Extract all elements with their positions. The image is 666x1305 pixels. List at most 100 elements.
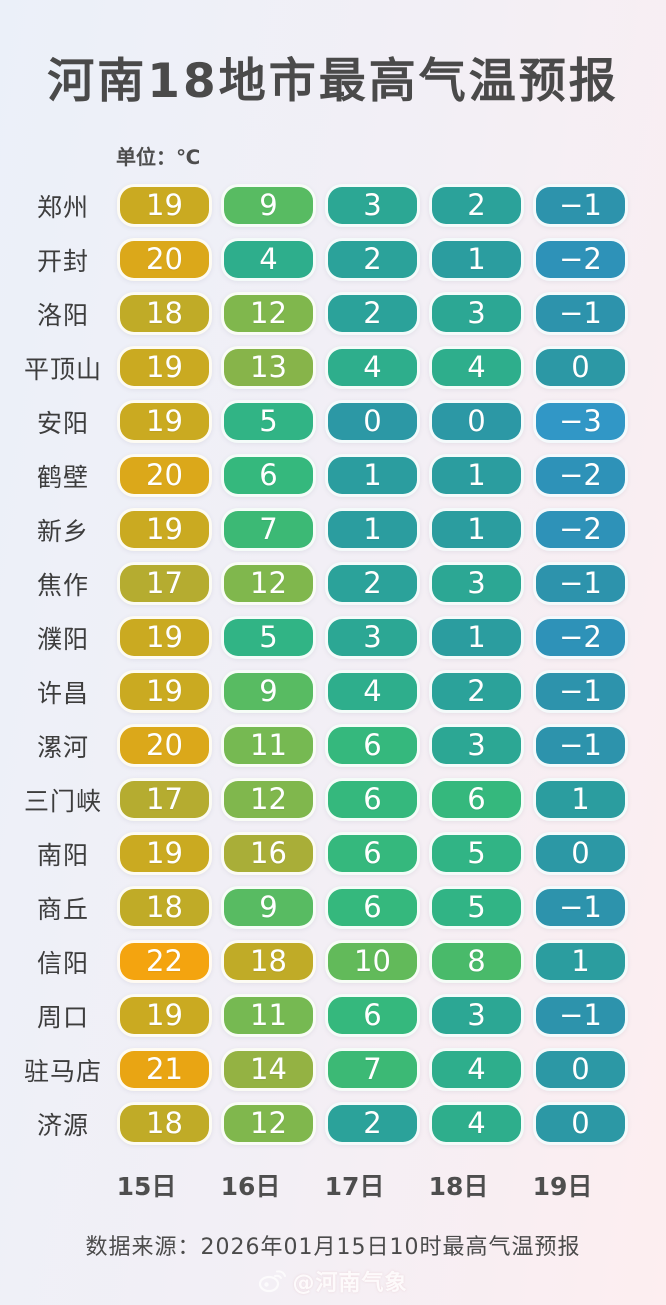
temp-value: 17 bbox=[146, 782, 183, 816]
temp-cell: 3 bbox=[429, 994, 524, 1037]
temp-cell: −2 bbox=[533, 238, 628, 281]
temp-cell: 4 bbox=[325, 670, 420, 713]
temp-value: 1 bbox=[467, 458, 486, 492]
temp-value: 4 bbox=[467, 350, 486, 384]
temp-value: 16 bbox=[250, 836, 287, 870]
temp-value: 7 bbox=[363, 1052, 382, 1086]
table-row: 商丘 18 9 6 5 −1 bbox=[18, 886, 666, 929]
table-row: 平顶山 19 13 4 4 0 bbox=[18, 346, 666, 389]
temp-value: 11 bbox=[250, 998, 287, 1032]
temp-cell: 9 bbox=[221, 886, 316, 929]
temp-value: 5 bbox=[259, 620, 278, 654]
temp-cell: 20 bbox=[117, 238, 212, 281]
temp-value: 12 bbox=[250, 782, 287, 816]
temp-cell: 19 bbox=[117, 400, 212, 443]
temp-cell: 0 bbox=[533, 1102, 628, 1145]
temp-value: 0 bbox=[571, 1106, 590, 1140]
temp-value: 3 bbox=[467, 728, 486, 762]
temp-cell: −1 bbox=[533, 994, 628, 1037]
table-row: 济源 18 12 2 4 0 bbox=[18, 1102, 666, 1145]
temp-value: 19 bbox=[146, 620, 183, 654]
day-header: 19日 bbox=[532, 1172, 593, 1201]
temp-value: 18 bbox=[146, 296, 183, 330]
temp-cell: 9 bbox=[221, 670, 316, 713]
temp-cell: 6 bbox=[325, 832, 420, 875]
temp-value: 6 bbox=[363, 890, 382, 924]
temp-value: 19 bbox=[146, 350, 183, 384]
watermark-label: @河南气象 bbox=[292, 1271, 408, 1296]
temp-cell: 19 bbox=[117, 994, 212, 1037]
temp-cell: 0 bbox=[533, 832, 628, 875]
temp-value: −1 bbox=[559, 188, 602, 222]
temp-value: 1 bbox=[363, 512, 382, 546]
city-label: 驻马店 bbox=[23, 1056, 102, 1086]
temp-value: 19 bbox=[146, 188, 183, 222]
temp-value: 1 bbox=[467, 620, 486, 654]
temp-value: 1 bbox=[571, 782, 590, 816]
temp-cell: 22 bbox=[117, 940, 212, 983]
temp-value: 1 bbox=[467, 242, 486, 276]
temp-value: 0 bbox=[571, 836, 590, 870]
temp-cell: −2 bbox=[533, 508, 628, 551]
temp-value: 18 bbox=[250, 944, 287, 978]
temp-cell: −2 bbox=[533, 454, 628, 497]
temp-cell: 3 bbox=[429, 292, 524, 335]
temp-value: 10 bbox=[354, 944, 391, 978]
temp-cell: 8 bbox=[429, 940, 524, 983]
temp-cell: 4 bbox=[325, 346, 420, 389]
temp-cell: 19 bbox=[117, 346, 212, 389]
temp-value: 2 bbox=[363, 296, 382, 330]
temp-cell: 4 bbox=[429, 1102, 524, 1145]
temp-cell: −1 bbox=[533, 724, 628, 767]
temp-value: 12 bbox=[250, 1106, 287, 1140]
table-row: 新乡 19 7 1 1 −2 bbox=[18, 508, 666, 551]
temp-cell: 1 bbox=[325, 454, 420, 497]
temp-cell: 5 bbox=[221, 400, 316, 443]
temperature-table: 郑州 19 9 3 2 −1 开封 20 4 2 1 −2 洛阳 18 12 2 3 −1 平顶山 19 13 4 4 0 安阳… bbox=[0, 184, 666, 1145]
temp-value: 6 bbox=[363, 728, 382, 762]
temp-value: 19 bbox=[146, 404, 183, 438]
watermark: @河南气象 bbox=[0, 1265, 666, 1297]
temp-cell: 18 bbox=[221, 940, 316, 983]
temp-cell: 12 bbox=[221, 292, 316, 335]
city-label: 三门峡 bbox=[23, 786, 102, 816]
city-label: 安阳 bbox=[36, 408, 89, 438]
temp-value: 22 bbox=[146, 944, 183, 978]
temp-value: 1 bbox=[363, 458, 382, 492]
temp-value: −2 bbox=[559, 458, 602, 492]
city-label: 漯河 bbox=[36, 732, 89, 762]
temp-cell: 1 bbox=[429, 508, 524, 551]
temp-cell: 2 bbox=[325, 1102, 420, 1145]
temp-value: 9 bbox=[259, 674, 278, 708]
city-label: 平顶山 bbox=[23, 354, 102, 384]
temp-cell: 17 bbox=[117, 562, 212, 605]
temp-cell: 12 bbox=[221, 778, 316, 821]
temp-cell: 2 bbox=[325, 292, 420, 335]
temp-value: 5 bbox=[259, 404, 278, 438]
temp-value: 11 bbox=[250, 728, 287, 762]
temp-value: 4 bbox=[467, 1052, 486, 1086]
temp-cell: 21 bbox=[117, 1048, 212, 1091]
temp-value: 2 bbox=[467, 674, 486, 708]
temp-cell: 20 bbox=[117, 724, 212, 767]
temp-cell: 19 bbox=[117, 508, 212, 551]
temp-value: 14 bbox=[250, 1052, 287, 1086]
temp-cell: 19 bbox=[117, 832, 212, 875]
temp-cell: 12 bbox=[221, 1102, 316, 1145]
temp-cell: 0 bbox=[325, 400, 420, 443]
temp-cell: 6 bbox=[325, 994, 420, 1037]
temp-cell: 6 bbox=[325, 778, 420, 821]
temp-value: 13 bbox=[250, 350, 287, 384]
temp-cell: 1 bbox=[429, 616, 524, 659]
temp-value: 6 bbox=[363, 836, 382, 870]
temp-value: 3 bbox=[363, 188, 382, 222]
temp-cell: −2 bbox=[533, 616, 628, 659]
table-row: 三门峡 17 12 6 6 1 bbox=[18, 778, 666, 821]
temp-cell: 2 bbox=[429, 670, 524, 713]
city-label: 鹤壁 bbox=[36, 462, 89, 492]
table-row: 濮阳 19 5 3 1 −2 bbox=[18, 616, 666, 659]
temp-value: −2 bbox=[559, 620, 602, 654]
temp-value: −1 bbox=[559, 566, 602, 600]
temp-value: −2 bbox=[559, 512, 602, 546]
temp-cell: 3 bbox=[325, 184, 420, 227]
